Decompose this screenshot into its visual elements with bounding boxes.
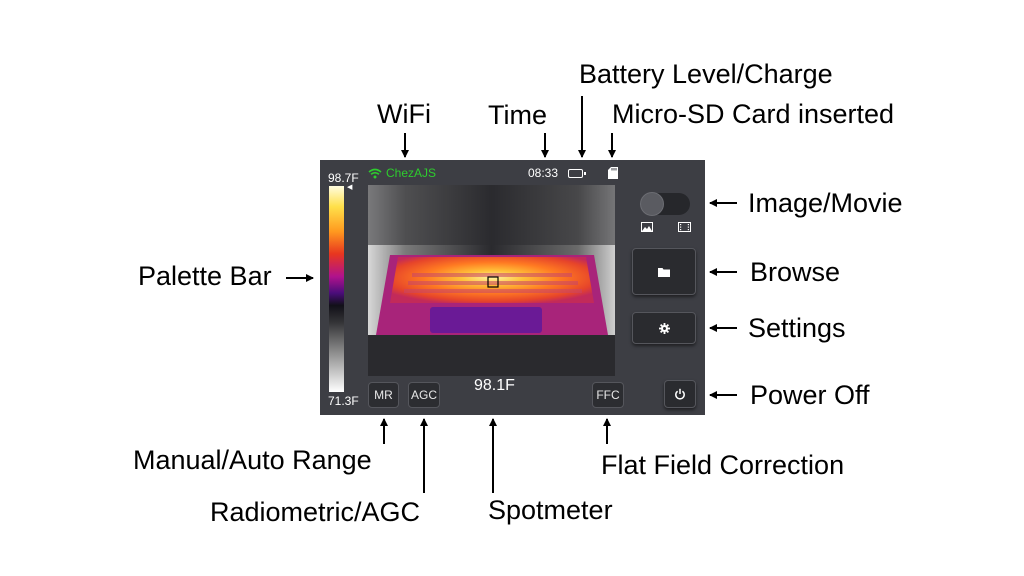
palette-callout: Palette Bar <box>138 261 272 291</box>
palette-max-temp: 98.7F <box>328 171 359 185</box>
sd-card-icon <box>608 167 618 179</box>
thermal-image[interactable] <box>368 185 615 376</box>
wifi-icon <box>368 168 382 178</box>
radiometric-agc-button[interactable]: AGC <box>408 382 440 408</box>
flat-field-callout: Flat Field Correction <box>601 450 845 480</box>
palette-min-temp: 71.3F <box>328 394 359 408</box>
browse-button[interactable] <box>632 248 696 295</box>
settings-callout: Settings <box>748 313 846 343</box>
wifi-status[interactable]: ChezAJS <box>368 166 436 180</box>
power-off-button[interactable] <box>664 380 696 408</box>
sd-card-callout: Micro-SD Card inserted <box>612 99 895 129</box>
spotmeter-callout: Spotmeter <box>488 495 613 525</box>
manual-auto-range-button[interactable]: MR <box>368 382 399 408</box>
wifi-callout: WiFi <box>377 99 431 129</box>
clock-time: 08:33 <box>528 166 559 180</box>
battery-callout: Battery Level/Charge <box>579 59 833 89</box>
browse-callout: Browse <box>750 257 841 287</box>
palette-marker-icon: ◀ <box>347 184 353 191</box>
manual-auto-range-callout: Manual/Auto Range <box>133 445 372 475</box>
wifi-network-name: ChezAJS <box>386 166 437 180</box>
toggle-knob[interactable] <box>640 192 664 216</box>
power-callout: Power Off <box>750 380 870 410</box>
settings-button[interactable] <box>632 312 696 344</box>
battery-icon <box>568 169 586 178</box>
folder-icon <box>658 267 670 277</box>
image-icon <box>641 222 653 232</box>
image-movie-toggle[interactable] <box>640 192 690 216</box>
time-callout: Time <box>488 100 547 130</box>
ffc-button[interactable]: FFC <box>592 382 624 408</box>
gear-icon <box>658 322 670 334</box>
spotmeter-readout: 98.1F <box>474 377 515 394</box>
movie-icon <box>678 222 691 232</box>
palette-bar <box>329 186 344 392</box>
radiometric-agc-callout: Radiometric/AGC <box>210 497 421 527</box>
image-movie-callout: Image/Movie <box>748 188 903 218</box>
thermal-camera-screen: 98.7F ◀ 71.3F ChezAJS 08:33 <box>320 160 705 415</box>
power-icon <box>675 388 685 400</box>
